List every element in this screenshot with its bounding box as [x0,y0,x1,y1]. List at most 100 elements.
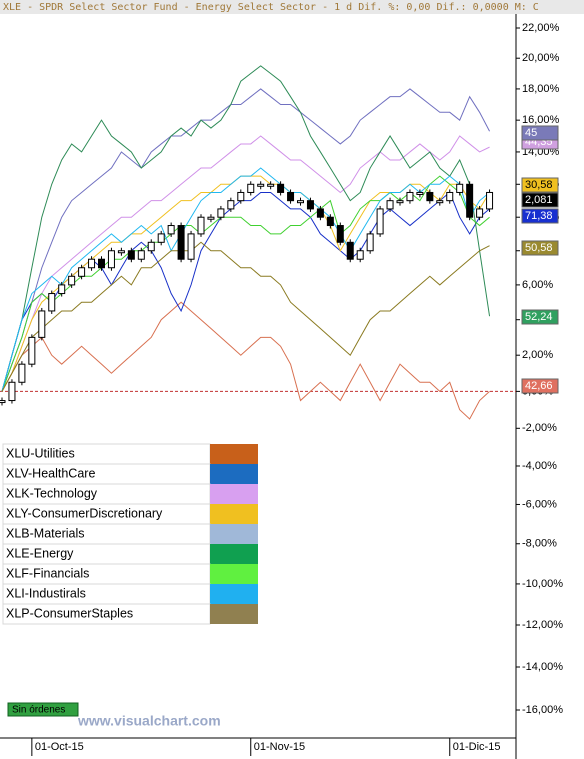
y-tick-label: -6,00% [522,498,557,510]
candle [426,191,434,202]
series-line [1,301,490,420]
candle [386,200,394,210]
candle [237,191,245,202]
y-tick-label: -16,00% [522,704,563,716]
watermark: www.visualchart.com [77,713,221,729]
candle [157,233,165,243]
candle [326,216,334,227]
candle [406,191,414,202]
y-tick-label: -10,00% [522,578,563,590]
value-box-label: 42,66 [525,380,553,392]
value-box-label: 52,24 [525,311,553,323]
value-box [521,240,559,256]
x-tick-label: 01-Dic-15 [453,741,501,753]
candle [78,267,86,277]
candle [376,208,384,235]
series-line [1,88,490,392]
candle [167,225,175,235]
legend-label: XLP-ConsumerStaples [6,606,133,620]
candle [456,183,464,193]
candle [88,258,96,269]
candle [217,208,225,218]
candle [297,200,304,204]
candle [446,191,454,202]
candle [486,191,494,210]
value-box-label: 45 [525,127,537,139]
candle [107,250,115,269]
y-tick-label: -2,00% [522,422,557,434]
value-box-label: 71,38 [525,210,553,222]
status: Sin órdenes [12,705,65,716]
series-line [1,135,490,392]
legend-label: XLK-Technology [6,486,98,500]
status-box [7,702,79,717]
candle [247,183,255,193]
value-box [521,125,559,141]
y-tick-label: -4,00% [522,460,557,472]
candle [316,208,324,218]
candle [197,216,205,235]
candle [267,183,275,187]
candle [416,191,424,195]
candle [117,250,125,254]
candle [366,233,374,252]
candle [137,250,145,260]
y-tick-label: 6,00% [522,279,553,291]
candle [336,225,344,243]
series-line [1,241,490,392]
candle [466,183,474,218]
candle [277,183,285,193]
candle [227,200,235,210]
legend-swatch [210,524,258,544]
candle [48,293,56,312]
x-tick-label: 01-Nov-15 [254,741,305,753]
series-line [1,167,490,392]
series-line [1,65,491,392]
legend: XLU-Utilities XLV-HealthCare XLK-Technolog… [2,443,258,625]
value-box [521,208,559,224]
candle [306,200,314,210]
y-tick-label: -14,00% [522,661,563,673]
candle [396,200,404,204]
value-box [521,378,559,394]
candle [28,336,36,365]
value-box [521,309,559,325]
candle [38,310,46,338]
value-box-label: 30,58 [525,179,553,191]
candle [346,241,354,260]
candle [177,225,185,260]
y-tick-label: 16,00% [522,114,560,126]
legend-label: XLF-Financials [6,566,89,580]
x-tick-label: 01-Oct-15 [35,741,84,753]
value-box-label: 50,58 [525,242,553,254]
legend-swatch [210,544,258,564]
candle [207,216,215,220]
legend-swatch [210,584,258,604]
candle [476,208,484,218]
candle [98,258,105,269]
candle [257,183,265,187]
legend-label: XLY-ConsumerDiscretionary [6,506,163,520]
candle [287,191,295,202]
header: XLE - SPDR Select Sector Fund - Energy S… [3,2,539,13]
legend-swatch [210,444,258,464]
y-tick-label: 22,00% [522,22,560,34]
y-tick-label: -12,00% [522,619,563,631]
candle [0,400,6,404]
header-bar [0,0,584,14]
candle [58,284,66,295]
candle [356,250,364,260]
y-tick-label: 20,00% [522,52,560,64]
candle [127,250,135,260]
y-tick-label: 2,00% [522,349,553,361]
legend-swatch [210,564,258,584]
legend-label: XLI-Industirals [6,586,86,600]
plot-area [0,65,516,420]
value-box-label: 2,081 [525,194,553,206]
y-tick-label: -8,00% [522,538,557,550]
legend-swatch [210,504,258,524]
value-box [521,177,559,193]
candle [68,275,76,286]
